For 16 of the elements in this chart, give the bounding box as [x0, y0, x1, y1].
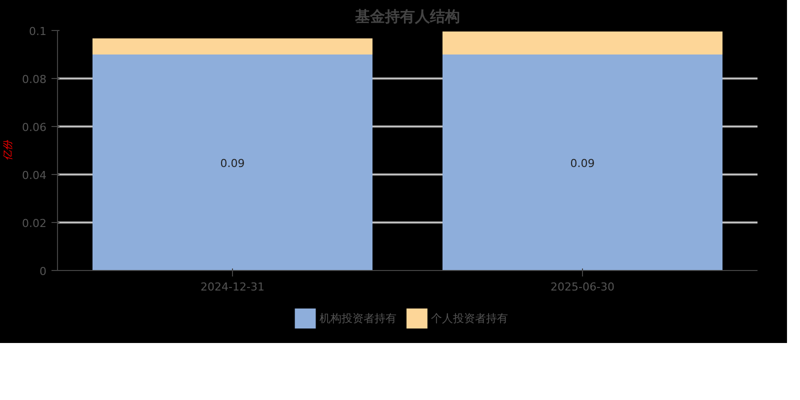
data-label: 0.09	[220, 157, 245, 170]
x-tick-label: 2025-06-30	[550, 280, 614, 294]
x-tick-label: 2024-12-31	[200, 280, 264, 294]
data-label: 0.09	[570, 157, 595, 170]
legend-label: 个人投资者持有	[430, 312, 508, 325]
y-tick-label: 0	[40, 265, 46, 278]
y-tick-label: 0.08	[22, 73, 47, 86]
y-tick-label: 0.02	[22, 217, 47, 230]
bar	[92, 38, 372, 54]
y-tick-label: 0.04	[22, 169, 47, 182]
legend-label: 机构投资者持有	[319, 312, 396, 325]
chart-title: 基金持有人结构	[354, 8, 460, 26]
y-tick-label: 0.1	[29, 25, 47, 38]
y-axis-title: 亿份	[3, 140, 14, 160]
y-tick-label: 0.06	[22, 121, 47, 134]
bar	[442, 31, 722, 54]
